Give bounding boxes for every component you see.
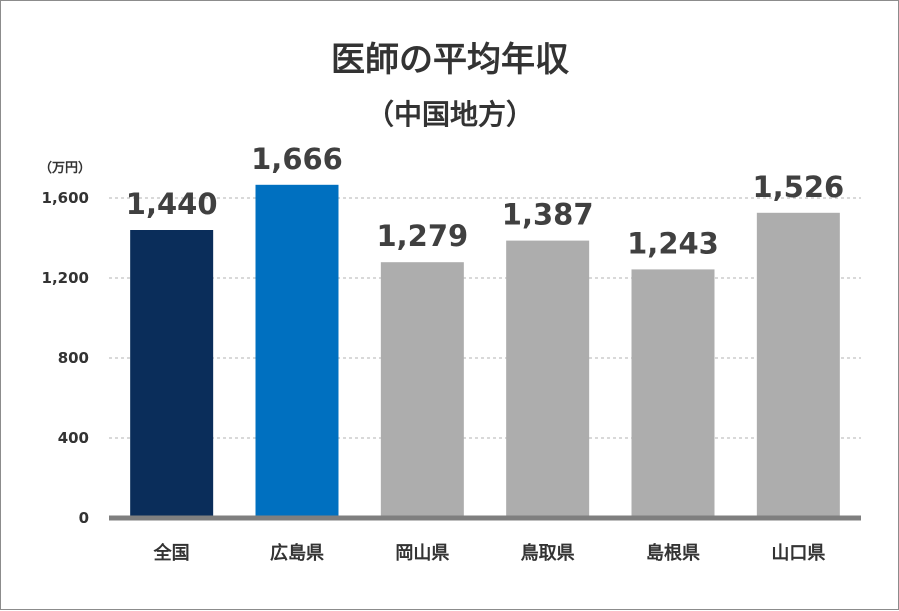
y-tick-label: 400 [58, 429, 89, 447]
x-axis-ticks: 全国 広島県 岡山県 鳥取県 島根県 山口県 [153, 542, 826, 564]
bar [506, 240, 590, 518]
x-tick-label: 広島県 [270, 542, 324, 564]
data-label: 1,526 [752, 170, 844, 204]
data-label: 1,440 [126, 187, 218, 221]
x-tick-label: 島根県 [646, 542, 700, 564]
bar [631, 269, 715, 518]
y-tick-label: 0 [79, 509, 89, 527]
bar [756, 212, 840, 519]
gridlines [109, 197, 861, 439]
data-label: 1,243 [627, 226, 719, 260]
data-label: 1,666 [251, 142, 343, 176]
bar [130, 230, 214, 518]
bars [130, 184, 840, 519]
data-labels: 1,440 1,666 1,279 1,387 1,243 1,526 [126, 142, 844, 261]
y-tick-label: 1,200 [42, 269, 89, 287]
bar [255, 184, 339, 519]
x-tick-label: 鳥取県 [521, 542, 575, 564]
bar [380, 262, 464, 518]
y-tick-label: 1,600 [42, 189, 89, 207]
x-tick-label: 岡山県 [395, 543, 449, 564]
x-tick-label: 全国 [153, 542, 190, 564]
y-axis-unit-label: （万円） [39, 160, 91, 176]
data-label: 1,279 [376, 219, 468, 253]
chart-subtitle: （中国地方） [366, 98, 534, 131]
chart-title: 医師の平均年収 [331, 40, 569, 80]
y-tick-label: 800 [58, 349, 89, 367]
data-label: 1,387 [502, 198, 594, 232]
y-axis-ticks: 0 400 800 1,200 1,600 [42, 189, 89, 527]
x-tick-label: 山口県 [771, 543, 825, 564]
